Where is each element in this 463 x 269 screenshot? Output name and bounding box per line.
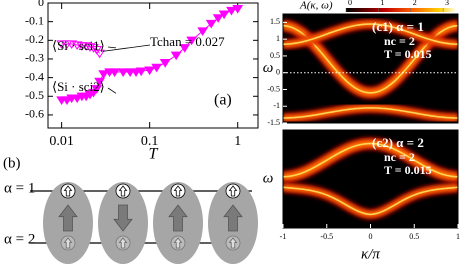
colorbar-label: A(κ, ω) xyxy=(299,0,333,12)
marker xyxy=(170,51,182,61)
marker xyxy=(144,66,156,76)
spin-arrow xyxy=(58,204,78,232)
x-tick-label: 0.5 xyxy=(409,232,419,241)
y-tick-label: 1 xyxy=(276,34,280,43)
marker xyxy=(94,49,106,59)
annotation: T = 0.015 xyxy=(384,47,432,61)
spin-arrow xyxy=(113,204,133,232)
spin-arrow xyxy=(228,185,238,197)
x-axis-label: κ/π xyxy=(361,246,380,262)
marker xyxy=(56,40,68,50)
spin-arrow xyxy=(173,237,183,249)
x-tick-label: 1 xyxy=(456,232,460,241)
pointer xyxy=(102,44,151,52)
annotation: Tchan = 0.027 xyxy=(150,34,225,49)
y-tick-label: 0 xyxy=(276,68,280,77)
marker xyxy=(186,36,198,46)
y-tick-label: -1.5 xyxy=(267,118,280,127)
x-tick-label: 0.01 xyxy=(49,134,74,149)
spin-arrow xyxy=(223,204,243,232)
y-axis-label: ω xyxy=(263,170,274,186)
marker xyxy=(151,63,163,73)
spectral-band xyxy=(283,186,458,216)
series-label: ⟨Si · sci1⟩ xyxy=(52,38,105,53)
spectral-band xyxy=(283,107,458,119)
marker xyxy=(218,10,230,20)
pointer xyxy=(107,46,117,49)
y-tick-label: 0 xyxy=(38,0,44,9)
y-tick-label: 0.5 xyxy=(270,51,280,60)
marker xyxy=(135,67,147,77)
diagram: (b) α = 1 α = 2 xyxy=(3,155,258,264)
y-tick-label: -0.6 xyxy=(25,107,44,121)
y-tick-label: -0.1 xyxy=(25,13,44,27)
marker xyxy=(205,19,217,29)
y-tick-label: 1.5 xyxy=(270,17,280,26)
marker xyxy=(88,44,99,53)
y-tick-label: -0.2 xyxy=(25,32,44,46)
marker xyxy=(117,68,129,78)
spin-arrow xyxy=(118,237,128,249)
plot-frame xyxy=(47,2,259,129)
panel-label: (c1) α = 1 xyxy=(372,19,424,34)
spectral-band xyxy=(283,23,458,45)
spin-arrow xyxy=(63,237,73,249)
spin-arrow xyxy=(63,185,73,197)
pointer xyxy=(107,87,117,94)
x-axis-label: T xyxy=(149,146,159,163)
colorbar xyxy=(346,8,456,12)
spin-arrow xyxy=(228,237,238,249)
colorbar-tick-label: 0 xyxy=(348,0,352,7)
marker xyxy=(197,27,209,36)
spectral-band xyxy=(283,142,458,178)
panel-label: (b) xyxy=(3,155,21,171)
y-tick-label: -0.3 xyxy=(25,51,44,65)
level-label: α = 1 xyxy=(4,180,35,196)
panel-label: (c2) α = 2 xyxy=(372,135,424,150)
plot-frame xyxy=(282,13,459,124)
x-tick-label: -1 xyxy=(280,232,287,241)
x-tick-label: 0 xyxy=(369,232,373,241)
spin-arrow xyxy=(168,204,188,232)
marker xyxy=(94,77,106,87)
colorbar-tick-label: 2 xyxy=(413,0,417,7)
marker xyxy=(91,85,103,94)
y-axis-label: ω xyxy=(263,60,274,76)
marker xyxy=(159,59,171,68)
x-tick-label: -0.5 xyxy=(320,232,333,241)
annotation: nc = 2 xyxy=(384,150,415,164)
marker xyxy=(98,70,110,79)
y-tick-label: -1 xyxy=(273,101,280,110)
panel-label: (a) xyxy=(214,92,232,109)
marker xyxy=(232,4,244,14)
spin-arrow xyxy=(173,185,183,197)
level-label: α = 2 xyxy=(4,231,35,247)
marker xyxy=(226,6,237,16)
x-tick-label: 0.1 xyxy=(141,134,159,149)
y-tick-label: -0.5 xyxy=(25,88,44,102)
marker xyxy=(109,68,121,78)
y-tick-label: -0.4 xyxy=(25,69,44,83)
annotation: T = 0.015 xyxy=(384,163,432,177)
spin-arrow xyxy=(118,185,128,197)
heatmap-spectrum xyxy=(283,137,458,220)
x-tick-label: 1 xyxy=(234,134,241,149)
y-tick-label: -0.5 xyxy=(267,84,280,93)
colorbar-tick-label: 3 xyxy=(445,0,449,7)
marker xyxy=(212,14,224,23)
colorbar-tick-label: 1 xyxy=(380,0,384,7)
marker xyxy=(80,42,92,51)
heatmap-spectrum xyxy=(283,19,458,123)
series-label: ⟨Si · sci2⟩ xyxy=(52,79,105,94)
annotation: nc = 2 xyxy=(384,34,415,48)
marker xyxy=(179,44,191,53)
